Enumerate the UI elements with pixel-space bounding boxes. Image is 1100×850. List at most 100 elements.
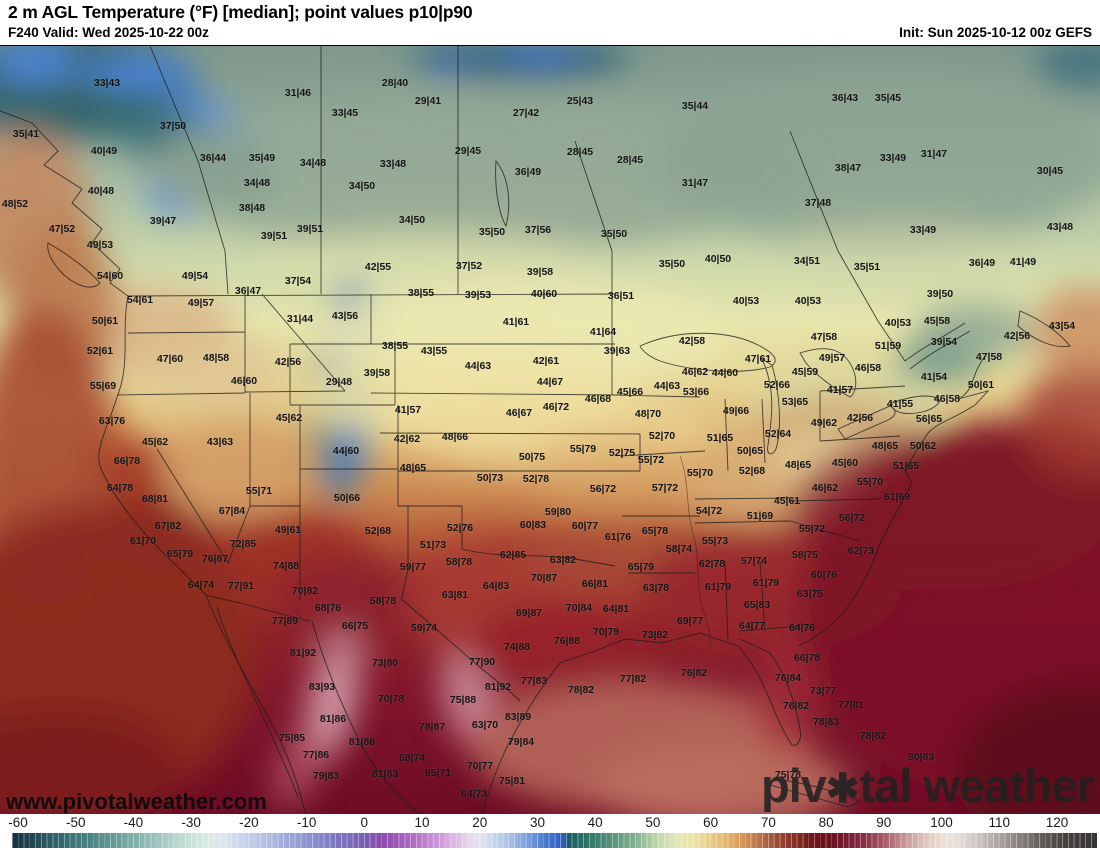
point-value: 58|78: [445, 555, 473, 568]
point-value: 36|49: [514, 165, 542, 178]
florida-peninsula: [737, 638, 801, 746]
point-value: 35|44: [681, 99, 709, 112]
point-value: 30|45: [1036, 164, 1064, 177]
point-value: 69|87: [515, 606, 543, 619]
point-value: 50|62: [909, 439, 937, 452]
point-value: 61|76: [604, 530, 632, 543]
point-value: 42|56: [274, 355, 302, 368]
point-value: 36|51: [607, 289, 635, 302]
point-value: 28|40: [381, 76, 409, 89]
point-value: 62|73: [847, 544, 875, 557]
color-scale: -60 -50 -40 -30 -20 -10 0 10 20 30 40 50 60 70 80 90 100…: [0, 814, 1100, 850]
point-value: 42|58: [678, 334, 706, 347]
lake-erie: [837, 405, 896, 440]
point-value: 33|49: [879, 151, 907, 164]
point-value: 69|77: [676, 614, 704, 627]
point-value: 70|77: [466, 759, 494, 772]
point-value: 49|66: [722, 404, 750, 417]
point-value: 61|69: [883, 490, 911, 503]
point-value: 78|82: [859, 729, 887, 742]
point-value: 44|63: [464, 359, 492, 372]
point-value: 43|56: [331, 309, 359, 322]
point-value: 70|87: [530, 571, 558, 584]
point-value: 55|72: [798, 522, 826, 535]
vancouver-island: [47, 242, 101, 288]
state-lines-rockies: [289, 294, 399, 506]
header: 2 m AGL Temperature (°F) [median]; point…: [0, 0, 1100, 45]
point-value: 68|76: [314, 601, 342, 614]
point-value: 55|72: [637, 453, 665, 466]
brand-text-pre: piv: [761, 759, 827, 812]
point-value: 35|41: [12, 127, 40, 140]
point-value: 40|48: [87, 184, 115, 197]
rio-grande: [399, 597, 521, 702]
point-value: 64|74: [187, 578, 215, 591]
point-value: 48|58: [202, 351, 230, 364]
point-value: 64|78: [106, 481, 134, 494]
nova-scotia: [1017, 310, 1071, 348]
point-value: 48|65: [784, 458, 812, 471]
point-value: 39|63: [603, 344, 631, 357]
point-value: 66|78: [793, 651, 821, 664]
point-value: 53|66: [682, 385, 710, 398]
point-value: 28|45: [616, 153, 644, 166]
st-lawrence: [904, 322, 971, 370]
point-value: 75|85: [278, 731, 306, 744]
point-value: 40|53: [732, 294, 760, 307]
point-value: 41|61: [502, 315, 530, 328]
point-value: 58|78: [369, 594, 397, 607]
point-value: 41|57: [394, 403, 422, 416]
init-time-label: Init: Sun 2025-10-12 00z GEFS: [899, 25, 1092, 40]
color-scale-tick: -10: [296, 815, 317, 830]
point-value: 63|78: [642, 581, 670, 594]
point-value: 55|73: [701, 534, 729, 547]
point-value: 55|70: [856, 475, 884, 488]
color-scale-segments: [12, 833, 1097, 848]
point-value: 42|61: [532, 354, 560, 367]
point-value: 61|79: [704, 580, 732, 593]
color-scale-tick: 110: [988, 815, 1010, 830]
point-value: 77|82: [619, 672, 647, 685]
point-value: 61|79: [752, 576, 780, 589]
ontario-quebec-border: [789, 130, 906, 362]
point-value: 55|70: [686, 466, 714, 479]
point-value: 38|55: [407, 286, 435, 299]
point-labels-layer: 33|43 31|46 33|45 35|41 37|50 40|49 36|44 35|49…: [0, 46, 1100, 815]
gear-icon: ✱: [825, 767, 860, 811]
point-value: 39|50: [926, 287, 954, 300]
point-value: 46|67: [505, 406, 533, 419]
point-value: 35|50: [658, 257, 686, 270]
point-value: 51|73: [419, 538, 447, 551]
point-value: 81|83: [371, 767, 399, 780]
color-scale-tick: 20: [472, 815, 488, 830]
manitoba-ontario-border: [574, 140, 613, 294]
map-canvas[interactable]: 33|43 31|46 33|45 35|41 37|50 40|49 36|44 35|49…: [0, 45, 1100, 815]
point-value: 43|63: [206, 435, 234, 448]
color-scale-tick: 30: [529, 815, 545, 830]
point-value: 80|83: [907, 750, 935, 763]
point-value: 37|56: [524, 223, 552, 236]
point-value: 37|50: [159, 119, 187, 132]
point-value: 47|52: [48, 222, 76, 235]
point-value: 63|75: [796, 587, 824, 600]
point-value: 47|58: [810, 330, 838, 343]
point-value: 64|76: [788, 621, 816, 634]
point-value: 49|53: [86, 238, 114, 251]
state-lines-west: [116, 293, 346, 622]
point-value: 78|87: [418, 720, 446, 733]
color-scale-tick: 120: [1045, 815, 1069, 830]
point-value: 28|45: [566, 145, 594, 158]
watermark-brand: piv✱tal weather: [761, 759, 1095, 812]
point-value: 36|43: [831, 91, 859, 104]
point-value: 65|83: [743, 598, 771, 611]
point-value: 29|41: [414, 94, 442, 107]
coastline-pacific-south: [98, 295, 207, 596]
texas-borders: [398, 505, 616, 598]
point-value: 45|58: [923, 314, 951, 327]
point-value: 49|57: [187, 296, 215, 309]
point-value: 41|64: [589, 325, 617, 338]
point-value: 45|61: [773, 494, 801, 507]
color-scale-tick: 80: [818, 815, 834, 830]
point-value: 44|67: [536, 375, 564, 388]
point-value: 35|45: [874, 91, 902, 104]
